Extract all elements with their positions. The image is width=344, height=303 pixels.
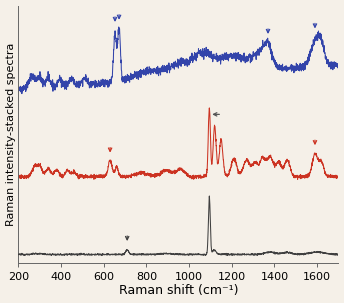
X-axis label: Raman shift (cm⁻¹): Raman shift (cm⁻¹) (119, 285, 238, 298)
Y-axis label: Raman intensity-stacked spectra: Raman intensity-stacked spectra (6, 42, 15, 226)
